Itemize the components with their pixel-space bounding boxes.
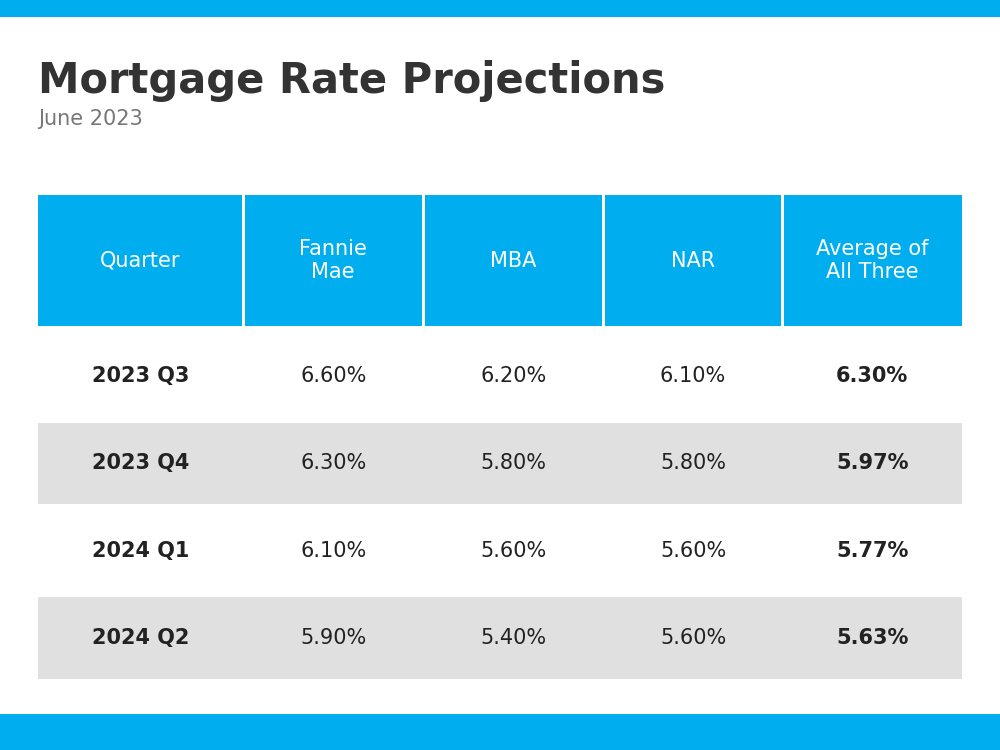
Text: Average of
All Three: Average of All Three	[816, 239, 929, 282]
Text: 5.97%: 5.97%	[836, 453, 909, 473]
Text: 5.80%: 5.80%	[660, 453, 726, 473]
Text: 5.90%: 5.90%	[300, 628, 366, 648]
Bar	[38, 423, 962, 504]
Text: 5.63%: 5.63%	[836, 628, 909, 648]
Text: NAR: NAR	[671, 251, 715, 271]
Text: MBA: MBA	[490, 251, 537, 271]
Text: Fannie
Mae: Fannie Mae	[299, 239, 367, 282]
Text: 5.77%: 5.77%	[836, 541, 909, 561]
Text: 2024 Q2: 2024 Q2	[92, 628, 189, 648]
Bar	[38, 510, 962, 591]
Text: 6.10%: 6.10%	[660, 366, 726, 386]
Bar	[38, 335, 962, 417]
Text: 6.20%: 6.20%	[480, 366, 547, 386]
Text: 6.30%: 6.30%	[836, 366, 908, 386]
Bar	[38, 597, 962, 679]
Text: 6.30%: 6.30%	[300, 453, 366, 473]
Text: 5.60%: 5.60%	[660, 541, 726, 561]
Bar	[38, 195, 962, 326]
Text: 5.60%: 5.60%	[480, 541, 547, 561]
Text: 2023 Q3: 2023 Q3	[92, 366, 189, 386]
Text: June 2023: June 2023	[38, 109, 143, 129]
Bar	[422, 195, 425, 326]
Bar	[0, 0, 1000, 16]
Bar	[781, 195, 784, 326]
Text: Quarter: Quarter	[100, 251, 181, 271]
Text: 6.60%: 6.60%	[300, 366, 366, 386]
Bar	[0, 714, 1000, 750]
Text: 5.60%: 5.60%	[660, 628, 726, 648]
Text: 5.40%: 5.40%	[480, 628, 546, 648]
Text: 5.80%: 5.80%	[480, 453, 546, 473]
Text: 2024 Q1: 2024 Q1	[92, 541, 189, 561]
Text: 2023 Q4: 2023 Q4	[92, 453, 189, 473]
Bar	[602, 195, 605, 326]
Bar	[242, 195, 245, 326]
Text: Mortgage Rate Projections: Mortgage Rate Projections	[38, 60, 665, 102]
Text: 6.10%: 6.10%	[300, 541, 366, 561]
